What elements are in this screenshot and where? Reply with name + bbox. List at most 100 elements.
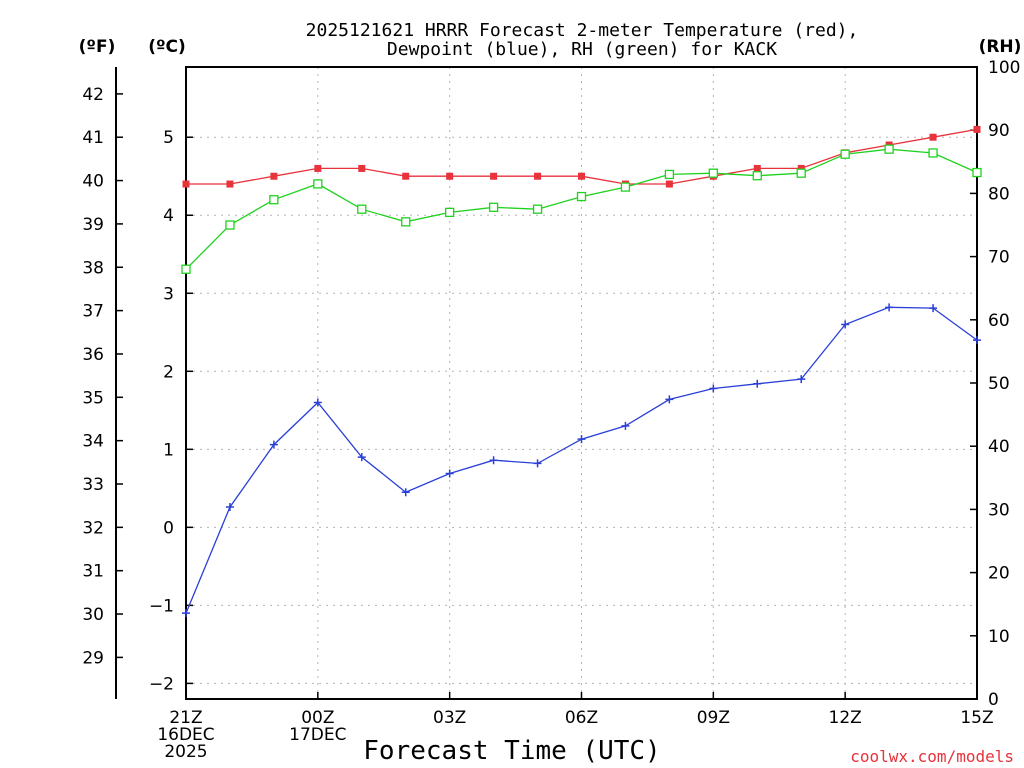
temperature-point [797,164,805,172]
rh-point [269,195,279,205]
dewpoint-point [269,440,278,449]
x-tick-label: 15Z [960,708,993,728]
c-tick-label: 4 [163,206,174,226]
rh-point [225,220,235,230]
x-tick-label: 16DEC [157,725,214,745]
credit-link[interactable]: coolwx.com/models [850,747,1014,766]
x-tick-label: 09Z [697,708,730,728]
dewpoint-point [489,456,498,465]
dewpoint-point [621,421,630,430]
x-tick-label: 2025 [164,742,207,762]
f-tick-label: 36 [82,345,104,365]
c-tick-label: 5 [163,128,174,148]
c-tick-label: −2 [149,674,174,694]
dewpoint-point [182,609,190,618]
axes [115,66,978,700]
dewpoint-point [973,336,981,345]
rh-point [884,144,894,154]
temperature-point [490,172,498,180]
celsius-unit-label: (ºC) [148,37,186,57]
f-tick-label: 37 [82,302,104,322]
temperature-point [929,133,937,141]
rh-point [840,149,850,159]
rh-tick-label: 30 [988,500,1010,520]
c-tick-label: 0 [163,518,174,538]
dewpoint-point [885,303,894,312]
temperature-point [753,164,761,172]
rh-tick-label: 40 [988,437,1010,457]
f-tick-label: 30 [82,605,104,625]
dewpoint-point [401,488,410,497]
temperature-point [446,172,454,180]
x-tick-label: 12Z [829,708,862,728]
f-tick-label: 32 [82,518,104,538]
temperature-point [270,172,278,180]
f-tick-label: 33 [82,475,104,495]
temperature-point [182,180,190,188]
dewpoint-point [929,304,938,313]
grid-lines [186,67,977,699]
rh-point [576,191,587,202]
rh-tick-label: 100 [988,58,1020,78]
rh-tick-label: 90 [988,121,1010,141]
c-tick-label: −1 [149,596,174,616]
rh-tick-label: 50 [988,374,1010,394]
rh-series-line [185,148,978,270]
temperature-point [402,172,410,180]
rh-point [532,204,543,214]
chart-title-line1: 2025121621 HRRR Forecast 2-meter Tempera… [306,20,859,41]
temperature-point [358,164,366,172]
rh-tick-label: 70 [988,248,1010,268]
f-tick-label: 41 [82,128,104,148]
c-tick-label: 2 [163,362,174,382]
rh-tick-label: 0 [988,690,999,710]
dewpoint-point [357,453,366,462]
dewpoint-point [313,398,322,407]
rh-point [664,169,675,180]
rh-point [313,179,323,189]
data-series [181,125,982,618]
temperature-point [665,180,673,188]
dewpoint-point [841,320,850,329]
temperature-point [973,125,981,133]
x-tick-label: 06Z [565,708,598,728]
x-axis-label: Forecast Time (UTC) [363,736,660,766]
f-tick-label: 42 [82,85,104,105]
rh-unit-label: (RH) [979,37,1022,57]
temperature-point [314,164,322,172]
rh-tick-label: 20 [988,564,1010,584]
rh-tick-label: 10 [988,627,1010,647]
f-tick-label: 35 [82,388,104,408]
c-tick-label: 1 [163,440,174,460]
f-tick-label: 34 [82,432,104,452]
dewpoint-point [753,379,762,388]
temperature-point [578,172,585,180]
dewpoint-point [533,459,542,468]
rh-point [796,168,806,178]
temperature-point [226,180,234,188]
x-tick-label: 17DEC [289,725,346,745]
temperature-point [534,172,542,180]
dewpoint-point [797,375,806,384]
rh-point [708,168,718,178]
rh-point [928,148,938,158]
dewpoint-point [577,435,586,444]
rh-tick-label: 80 [988,184,1010,204]
fahrenheit-unit-label: (ºF) [79,37,116,57]
rh-point [445,207,455,218]
x-tick-label: 00Z [301,708,334,728]
rh-tick-label: 60 [988,311,1010,331]
rh-point [357,204,367,214]
f-tick-label: 29 [82,648,104,668]
f-tick-label: 40 [82,172,104,192]
rh-point [620,182,631,192]
chart-title-line2: Dewpoint (blue), RH (green) for KACK [387,39,777,60]
dewpoint-point [445,469,454,478]
rh-point [972,167,982,178]
f-tick-label: 38 [82,258,104,278]
dewpoint-point [709,384,718,393]
f-tick-label: 31 [82,562,104,582]
c-tick-label: 3 [163,284,174,304]
